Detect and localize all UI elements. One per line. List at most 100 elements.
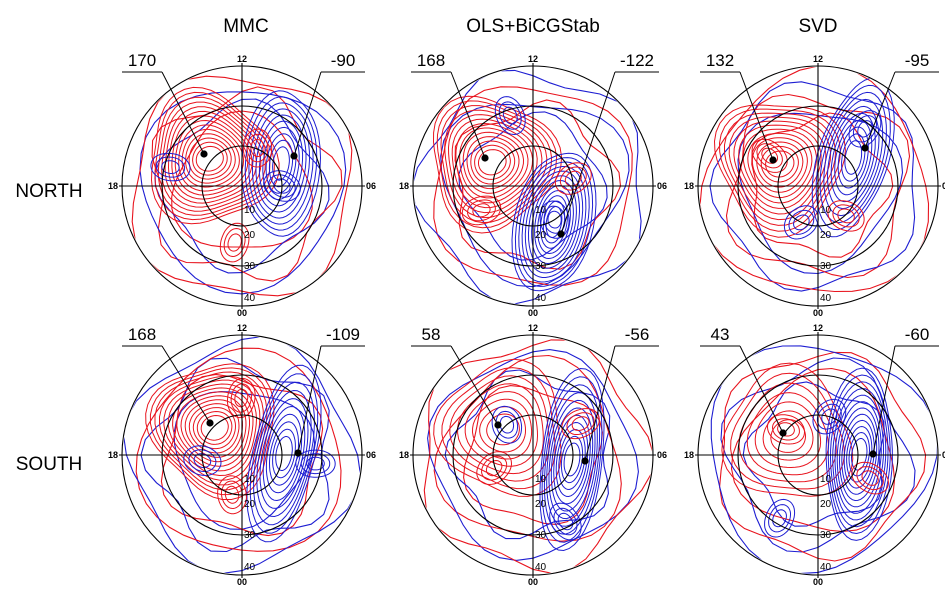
colatitude-label-30: 30 xyxy=(244,261,256,272)
negative-contour-line xyxy=(265,133,297,194)
colatitude-label-40: 40 xyxy=(820,562,832,573)
colatitude-label-20: 20 xyxy=(244,230,256,241)
hour-label-top: 12 xyxy=(813,323,823,333)
secondary-contour-line xyxy=(816,403,842,430)
secondary-contour-line xyxy=(161,160,180,174)
secondary-contour-line xyxy=(821,408,838,425)
colatitude-label-10: 10 xyxy=(535,474,547,485)
positive-contour-line xyxy=(449,375,550,482)
colatitude-label-10: 10 xyxy=(244,205,256,216)
negative-contour-line xyxy=(258,120,304,207)
negative-contour-line xyxy=(841,413,878,495)
negative-contour-line xyxy=(548,399,596,520)
min-leader-line xyxy=(297,345,322,454)
secondary-contour-line xyxy=(224,485,240,504)
secondary-contour-line xyxy=(476,451,513,486)
positive-contour-line xyxy=(159,375,264,486)
positive-contour-line xyxy=(756,141,804,188)
secondary-contour-line xyxy=(764,498,796,538)
max-point-marker xyxy=(779,429,787,437)
secondary-contour-line xyxy=(557,512,574,531)
secondary-contour-line xyxy=(221,480,244,510)
secondary-contour-line xyxy=(561,408,600,440)
negative-contour-line xyxy=(543,384,601,535)
negative-contour-line xyxy=(844,140,863,175)
secondary-contour-line xyxy=(783,205,819,240)
max-leader-line xyxy=(450,71,486,159)
column-title-svd: SVD xyxy=(798,16,837,37)
negative-contour-line xyxy=(262,405,306,502)
negative-contour-line xyxy=(826,105,880,210)
negative-contour-line xyxy=(546,392,598,527)
negative-contour-line xyxy=(819,91,887,224)
positive-contour-line xyxy=(196,410,233,445)
row-label-north: NORTH xyxy=(15,181,82,202)
secondary-contour-line xyxy=(150,152,191,182)
positive-contour-line xyxy=(149,367,271,496)
panel-south-mmc: 12 00 18 06 10 20 30 40 168 -109 xyxy=(108,323,376,587)
hour-label-top: 12 xyxy=(813,54,823,64)
hour-label-left: 18 xyxy=(399,450,409,460)
panel-south-svd: 12 00 18 06 10 20 30 40 43 -60 xyxy=(684,323,945,587)
hour-label-left: 18 xyxy=(399,181,409,191)
secondary-contour-line xyxy=(183,445,222,477)
secondary-contour-line xyxy=(494,96,526,136)
max-value-label: 43 xyxy=(711,325,730,344)
positive-contour-line xyxy=(154,91,275,221)
negative-contour-line xyxy=(255,114,307,213)
min-point-marker xyxy=(557,230,565,238)
secondary-contour-line xyxy=(246,133,269,163)
negative-contour-line xyxy=(268,139,294,188)
max-leader-line xyxy=(739,345,784,434)
secondary-contour-line xyxy=(751,138,788,173)
hour-label-left: 18 xyxy=(684,450,694,460)
negative-contour-line xyxy=(827,374,891,535)
secondary-contour-line xyxy=(848,110,882,148)
positive-contour-line xyxy=(167,383,258,477)
max-value-label: 168 xyxy=(128,325,156,344)
secondary-contour-line xyxy=(467,199,496,222)
min-value-label: -60 xyxy=(905,325,930,344)
colatitude-label-40: 40 xyxy=(535,293,547,304)
colatitude-label-10: 10 xyxy=(244,474,256,485)
secondary-contour-line xyxy=(832,204,860,228)
negative-contour-line xyxy=(527,175,581,269)
secondary-contour-line xyxy=(306,456,325,471)
secondary-contour-line xyxy=(827,200,865,232)
negative-contour-line xyxy=(256,389,312,518)
panel-north-svd: 12 00 18 06 10 20 30 40 132 -95 xyxy=(684,51,945,318)
contour-lines xyxy=(710,345,937,574)
negative-contour-line xyxy=(846,425,873,483)
positive-contour-line xyxy=(145,363,275,500)
hour-label-left: 18 xyxy=(108,450,118,460)
positive-contour-line xyxy=(192,141,228,176)
negative-contour-line xyxy=(524,170,584,274)
max-point-marker xyxy=(769,156,777,164)
positive-contour-line xyxy=(462,131,525,194)
min-value-label: -109 xyxy=(326,325,360,344)
positive-contour-line xyxy=(470,140,516,185)
positive-contour-line xyxy=(188,137,232,180)
outer-contour-line xyxy=(440,103,630,288)
colatitude-label-20: 20 xyxy=(244,499,256,510)
positive-contour-line xyxy=(192,407,237,450)
positive-contour-line xyxy=(765,150,795,178)
min-value-label: -90 xyxy=(331,51,356,70)
negative-contour-line xyxy=(823,98,884,217)
negative-contour-line xyxy=(253,381,315,526)
positive-contour-line xyxy=(730,372,845,490)
hour-label-left: 18 xyxy=(684,181,694,191)
secondary-contour-line xyxy=(543,205,566,234)
secondary-contour-line xyxy=(188,449,217,472)
secondary-contour-line xyxy=(250,139,265,157)
hour-label-right: 06 xyxy=(942,181,945,191)
hour-label-right: 06 xyxy=(366,450,376,460)
positive-contour-line xyxy=(486,413,520,446)
positive-contour-line xyxy=(441,367,556,490)
secondary-contour-line xyxy=(547,210,562,229)
negative-contour-line xyxy=(537,189,571,255)
colatitude-label-40: 40 xyxy=(820,293,832,304)
positive-contour-line xyxy=(181,128,240,188)
hour-label-bottom: 00 xyxy=(813,577,823,587)
